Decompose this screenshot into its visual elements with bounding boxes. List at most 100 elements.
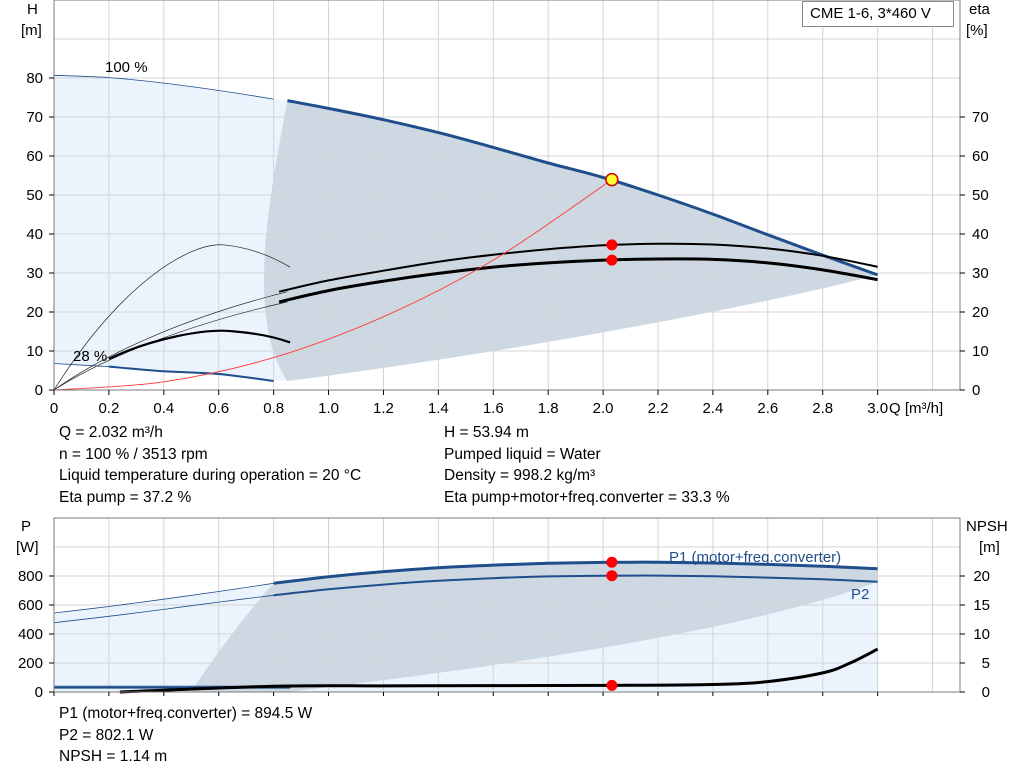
h-tick-label: 30 [26,265,43,282]
eta-pump-curve-extended [53,291,288,391]
p2-curve-extended [53,594,274,624]
info-p1: P1 (motor+freq.converter) = 894.5 W [59,705,313,722]
eta-tick-label: 0 [972,382,980,399]
p-axis-unit: [W] [16,539,39,556]
p-tick-label: 800 [18,568,43,585]
h-axis-unit: [m] [21,22,42,39]
p-tick-label: 400 [18,626,43,643]
eta-tick-label: 20 [972,304,989,321]
eta-tick-label: 40 [972,226,989,243]
npsh-tick-label: 5 [982,655,990,672]
pump-model-label: CME 1-6, 3*460 V [802,1,954,27]
x-tick-label: 1.0 [318,400,339,417]
p-tick-label: 0 [35,684,43,701]
h-curve-28-extended [53,363,109,367]
x-tick-label: 2.2 [648,400,669,417]
eta-tick-label: 10 [972,343,989,360]
h-tick-label: 10 [26,343,43,360]
x-tick-label: 0.8 [263,400,284,417]
p-tick-label: 200 [18,655,43,672]
p2-duty-point [606,570,618,582]
x-tick-label: 0.4 [153,400,174,417]
info-head: H = 53.94 m [444,424,529,441]
h-tick-label: 20 [26,304,43,321]
info-p2: P2 = 802.1 W [59,726,154,744]
p-axis-title: P [21,518,31,535]
eta-total-duty-point [606,254,618,266]
info-flow: Q = 2.032 m³/h [59,424,163,441]
p2-curve-label: P2 [851,586,869,603]
eta-tick-label: 60 [972,148,989,165]
eta-tick-label: 30 [972,265,989,282]
p1-duty-point [606,556,618,568]
h-axis-title: H [27,1,38,18]
eta-tick-label: 50 [972,187,989,204]
x-tick-label: 2.4 [702,400,723,417]
h-tick-label: 80 [26,70,43,87]
x-tick-label: 1.8 [538,400,559,417]
x-tick-label: 2.6 [757,400,778,417]
speed-max-label: 100 % [105,59,148,76]
h-tick-label: 60 [26,148,43,165]
bottom-curves [53,556,879,694]
h-tick-label: 50 [26,187,43,204]
eta-pump-curve [278,242,878,293]
eta-pump-duty-point [606,239,618,251]
npsh-axis-unit: [m] [979,539,1000,556]
h-curve-100-extended [53,74,274,100]
npsh-tick-label: 20 [973,568,990,585]
info-bottom: P1 (motor+freq.converter) = 894.5 W P2 =… [59,703,312,768]
top-operating-area-fill [264,100,878,382]
bottom-axis-ticks: 0 200 400 600 800 0 5 10 15 20 [18,568,990,701]
h-curve-100 [287,99,879,277]
p1-curve [273,560,878,585]
x-tick-label: 1.6 [483,400,504,417]
x-tick-label: 1.2 [373,400,394,417]
info-eta-total: Eta pump+motor+freq.converter = 33.3 % [444,488,730,506]
p1-curve-label: P1 (motor+freq.converter) [669,549,841,566]
npsh-tick-label: 0 [982,684,990,701]
eta-curve-low-speed [53,244,291,391]
q-axis-title: Q [m³/h] [889,400,943,417]
head-duty-point [605,172,619,187]
eta-axis-title: eta [969,1,991,18]
top-grid [54,0,960,390]
x-tick-label: 0.2 [98,400,119,417]
h-tick-label: 0 [35,382,43,399]
npsh-tick-label: 15 [973,597,990,614]
x-tick-label: 2.0 [593,400,614,417]
info-density: Density = 998.2 kg/m³ [444,467,596,484]
x-tick-label: 0 [50,400,58,417]
x-tick-label: 3.0 [867,400,888,417]
top-curves [53,74,879,391]
eta-axis-unit: [%] [966,22,988,39]
bottom-operating-area-fill [191,562,878,692]
top-operating-area [54,75,878,382]
npsh-axis-title: NPSH [966,518,1008,535]
bottom-operating-area [54,562,878,692]
info-liquid-temp: Liquid temperature during operation = 20… [59,467,362,484]
npsh-tick-label: 10 [973,626,990,643]
x-tick-label: 2.8 [812,400,833,417]
p-tick-label: 600 [18,597,43,614]
info-eta-pump: Eta pump = 37.2 % [59,488,192,506]
p2-curve [273,574,878,597]
info-top-right: H = 53.94 m Pumped liquid = Water Densit… [444,422,730,508]
bottom-grid [54,518,960,692]
h-tick-label: 70 [26,109,43,126]
top-axis-ticks: 0 0.2 0.4 0.6 0.8 1.0 1.2 1.4 1.6 1.8 2.0 2.2 2.4 2.6… [26,70,988,417]
h-tick-label: 40 [26,226,43,243]
x-tick-label: 1.4 [428,400,449,417]
info-speed: n = 100 % / 3513 rpm [59,445,208,463]
npsh-duty-point [606,679,618,691]
system-curve [53,179,613,391]
eta-curve-min-speed [108,329,291,360]
info-pumped-liquid: Pumped liquid = Water [444,445,601,463]
info-npsh: NPSH = 1.14 m [59,748,168,765]
info-top-left: Q = 2.032 m³/h n = 100 % / 3513 rpm Liqu… [59,422,361,508]
eta-total-curve [278,257,878,304]
eta-tick-label: 70 [972,109,989,126]
h-curve-28 [108,365,274,382]
speed-min-label: 28 % [73,348,107,365]
